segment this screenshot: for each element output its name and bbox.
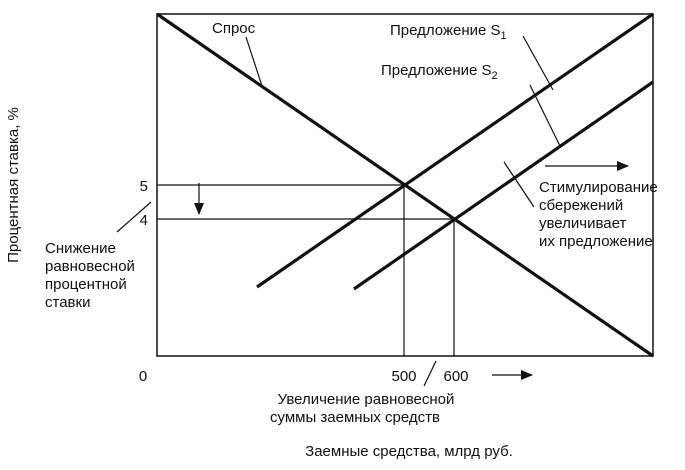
rate-drop-leader xyxy=(116,201,152,233)
stimulus-line: сбережений xyxy=(539,197,623,214)
y-axis-title: Процентная ставка, % xyxy=(5,107,22,263)
stimulus-annotation: Стимулирование сбережений увеличивает их… xyxy=(539,179,658,250)
stimulus-line: Стимулирование xyxy=(539,179,658,196)
y-tick-label: 4 xyxy=(140,212,148,229)
supply-s2-label: Предложение S2 xyxy=(381,62,498,82)
x-tick-label: 500 xyxy=(391,368,416,385)
rate-drop-line: равновесной xyxy=(45,258,135,275)
rate-drop-line: процентной xyxy=(45,276,127,293)
y-tick-label: 5 xyxy=(140,178,148,195)
volume-rise-line: Увеличение равновесной xyxy=(278,391,455,408)
supply-s1-label: Предложение S1 xyxy=(390,22,507,42)
supply-s2-label-subscript: 2 xyxy=(492,70,498,82)
demand-label-leader xyxy=(245,36,263,87)
supply-s1-label-subscript: 1 xyxy=(501,30,507,42)
stimulus-line: их предложение xyxy=(539,233,653,250)
stimulus-line: увеличивает xyxy=(539,215,626,232)
x-tick-label: 0 xyxy=(139,368,147,385)
rate-drop-line: Снижение xyxy=(45,240,116,257)
x-tick-label: 600 xyxy=(443,368,468,385)
supply-s1-curve xyxy=(256,12,654,289)
rate-drop-annotation: Снижение равновесной процентной ставки xyxy=(45,240,135,311)
stimulus-leader xyxy=(503,161,535,208)
x-axis-title: Заемные средства, млрд руб. xyxy=(305,443,513,460)
s2-label-leader xyxy=(529,84,561,147)
volume-rise-annotation: Увеличение равновесной суммы заемных сре… xyxy=(270,391,454,426)
rate-drop-line: ставки xyxy=(45,294,90,311)
volume-rise-leader xyxy=(423,360,437,387)
volume-rise-line: суммы заемных средств xyxy=(270,409,440,426)
supply-s1-label-text: Предложение S xyxy=(390,22,501,39)
supply-s2-label-text: Предложение S xyxy=(381,62,492,79)
demand-curve-label: Спрос xyxy=(212,20,256,37)
s1-label-leader xyxy=(522,35,554,91)
